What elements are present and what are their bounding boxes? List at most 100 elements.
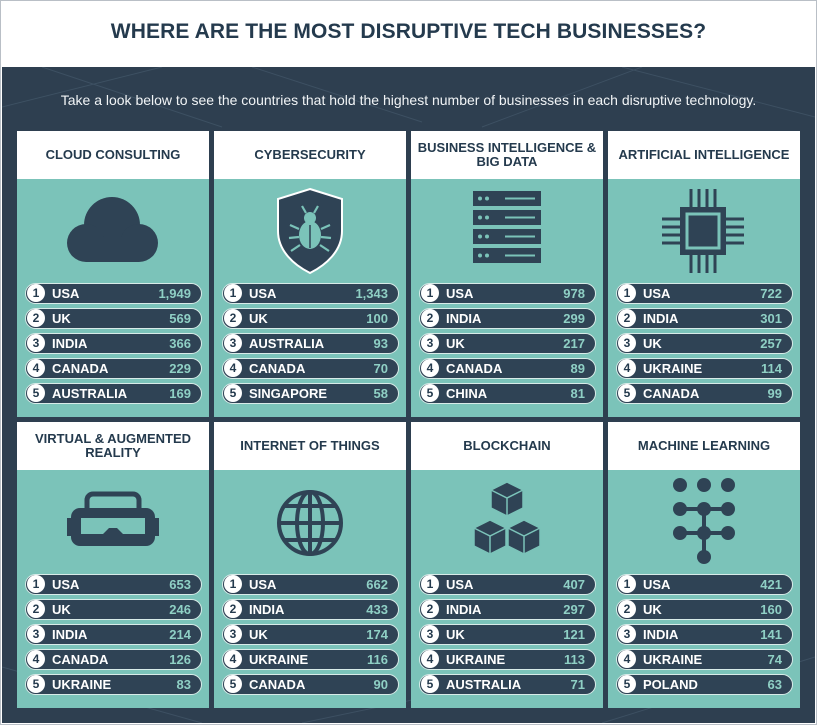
business-count: 246 (169, 602, 191, 617)
business-count: 297 (563, 602, 585, 617)
ranking-row: 4 CANADA 70 (222, 358, 399, 379)
rank-badge: 4 (27, 650, 45, 668)
ranking-row: 4 UKRAINE 74 (616, 649, 793, 670)
ranking-list: 1 USA 978 2 INDIA 299 3 UK 217 4 CANADA 89 5 CHINA 81 (419, 283, 596, 408)
country-label: UK (249, 627, 268, 642)
tech-card: INTERNET OF THINGS 1 USA 662 2 INDIA 433 3 UK 174… (214, 422, 406, 708)
tech-card: BUSINESS INTELLIGENCE & BIG DATA 1 USA 978 2… (411, 131, 603, 417)
card-header: BUSINESS INTELLIGENCE & BIG DATA (411, 131, 603, 179)
rank-badge: 3 (224, 625, 242, 643)
country-label: INDIA (643, 627, 679, 642)
ranking-row: 4 CANADA 229 (25, 358, 202, 379)
ranking-row: 2 UK 100 (222, 308, 399, 329)
country-label: USA (52, 286, 80, 301)
business-count: 407 (563, 577, 585, 592)
ranking-row: 5 AUSTRALIA 169 (25, 383, 202, 404)
country-label: USA (249, 286, 277, 301)
country-label: USA (52, 577, 80, 592)
rank-badge: 5 (27, 384, 45, 402)
business-count: 978 (563, 286, 585, 301)
rank-badge: 4 (618, 359, 636, 377)
tech-card: CYBERSECURITY 1 USA 1,343 2 UK 100 3 AUSTRALIA 93… (214, 131, 406, 417)
business-count: 74 (767, 652, 782, 667)
ranking-row: 5 POLAND 63 (616, 674, 793, 695)
business-count: 662 (366, 577, 388, 592)
ranking-list: 1 USA 407 2 INDIA 297 3 UK 121 4 UKRAINE 113 5 AUSTRA… (419, 574, 596, 699)
rank-badge: 3 (27, 334, 45, 352)
business-count: 366 (169, 336, 191, 351)
ranking-row: 5 UKRAINE 83 (25, 674, 202, 695)
card-header: INTERNET OF THINGS (214, 422, 406, 470)
business-count: 160 (760, 602, 782, 617)
header: WHERE ARE THE MOST DISRUPTIVE TECH BUSIN… (2, 2, 815, 66)
ranking-row: 2 INDIA 297 (419, 599, 596, 620)
country-label: UK (249, 311, 268, 326)
chip-icon (644, 187, 764, 277)
business-count: 89 (570, 361, 585, 376)
rank-badge: 1 (27, 284, 45, 302)
country-label: USA (446, 286, 474, 301)
business-count: 174 (366, 627, 388, 642)
country-label: CANADA (249, 677, 306, 692)
card-title: MACHINE LEARNING (637, 438, 771, 453)
business-count: 99 (767, 386, 782, 401)
business-count: 100 (366, 311, 388, 326)
rank-badge: 3 (618, 625, 636, 643)
ranking-row: 3 UK 217 (419, 333, 596, 354)
ranking-row: 2 INDIA 433 (222, 599, 399, 620)
ranking-list: 1 USA 662 2 INDIA 433 3 UK 174 4 UKRAINE 116 5 CANADA… (222, 574, 399, 699)
country-label: SINGAPORE (249, 386, 328, 401)
rank-badge: 3 (618, 334, 636, 352)
rank-badge: 1 (27, 575, 45, 593)
rank-badge: 5 (27, 675, 45, 693)
rank-badge: 3 (421, 625, 439, 643)
card-header: CLOUD CONSULTING (17, 131, 209, 179)
country-label: UK (643, 602, 662, 617)
tech-card: MACHINE LEARNING 1 USA 421 2 UK 160 3 INDIA 141 4 U… (608, 422, 800, 708)
card-title: CLOUD CONSULTING (45, 147, 181, 162)
business-count: 71 (570, 677, 585, 692)
country-label: AUSTRALIA (249, 336, 325, 351)
country-label: UKRAINE (249, 652, 309, 667)
ranking-row: 4 UKRAINE 116 (222, 649, 399, 670)
ranking-row: 3 UK 257 (616, 333, 793, 354)
rank-badge: 1 (618, 575, 636, 593)
node-network-icon (644, 478, 764, 568)
ranking-row: 3 AUSTRALIA 93 (222, 333, 399, 354)
ranking-list: 1 USA 1,343 2 UK 100 3 AUSTRALIA 93 4 CANADA 70 5 SIN… (222, 283, 399, 408)
server-stack-icon (447, 187, 567, 277)
rank-badge: 2 (27, 309, 45, 327)
card-title: VIRTUAL & AUGMENTED REALITY (35, 431, 191, 460)
business-count: 58 (373, 386, 388, 401)
country-label: CHINA (446, 386, 488, 401)
country-label: USA (249, 577, 277, 592)
ranking-row: 3 INDIA 366 (25, 333, 202, 354)
business-count: 214 (169, 627, 191, 642)
ranking-row: 1 USA 662 (222, 574, 399, 595)
country-label: CANADA (643, 386, 700, 401)
business-count: 722 (760, 286, 782, 301)
business-count: 126 (169, 652, 191, 667)
business-count: 257 (760, 336, 782, 351)
country-label: CANADA (52, 652, 109, 667)
business-count: 217 (563, 336, 585, 351)
business-count: 141 (760, 627, 782, 642)
ranking-row: 2 INDIA 301 (616, 308, 793, 329)
ranking-row: 2 UK 246 (25, 599, 202, 620)
business-count: 63 (767, 677, 782, 692)
country-label: USA (446, 577, 474, 592)
rank-badge: 2 (618, 309, 636, 327)
card-title: BLOCKCHAIN (463, 438, 551, 453)
rank-badge: 2 (618, 600, 636, 618)
ranking-row: 5 CANADA 99 (616, 383, 793, 404)
tech-card: CLOUD CONSULTING 1 USA 1,949 2 UK 569 3 INDIA 366… (17, 131, 209, 417)
ranking-row: 3 INDIA 141 (616, 624, 793, 645)
card-header: BLOCKCHAIN (411, 422, 603, 470)
country-label: INDIA (52, 627, 88, 642)
ranking-row: 4 CANADA 89 (419, 358, 596, 379)
rank-badge: 5 (618, 384, 636, 402)
business-count: 93 (373, 336, 388, 351)
cubes-icon (447, 478, 567, 568)
rank-badge: 3 (224, 334, 242, 352)
card-header: VIRTUAL & AUGMENTED REALITY (17, 422, 209, 470)
